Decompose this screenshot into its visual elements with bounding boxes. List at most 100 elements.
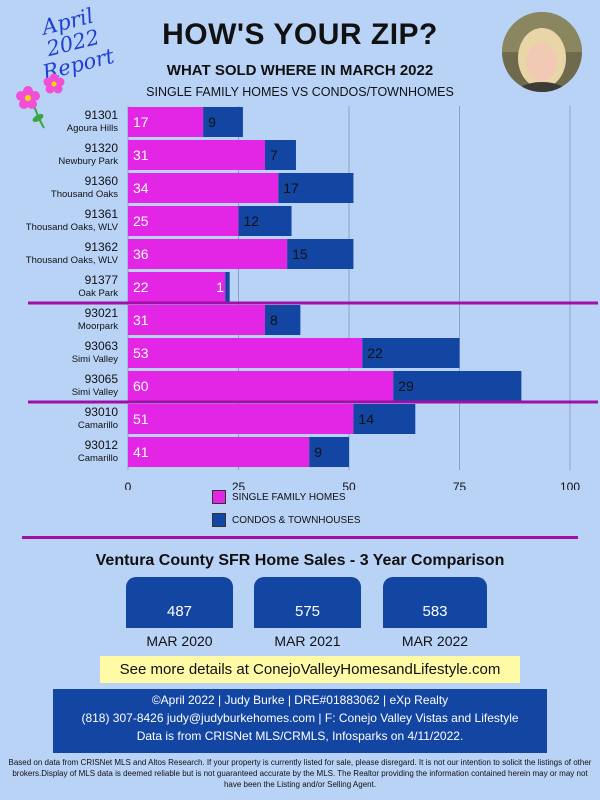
label-sfh-93021: 31 [133, 312, 149, 328]
contact-footer: ©April 2022 | Judy Burke | DRE#01883062 … [53, 689, 547, 753]
label-condo-91377: 1 [216, 279, 224, 295]
zip-label-91377: 91377 [85, 273, 119, 287]
comparison-value-2022: 583 [422, 603, 448, 620]
bar-condo-93012 [309, 437, 349, 467]
comparison-label-2020: MAR 2020 [146, 633, 213, 649]
city-label-93012: Camarillo [78, 453, 118, 464]
city-label-91301: Agoura Hills [67, 123, 118, 134]
bar-sfh-93065 [128, 371, 394, 401]
x-tick-75: 75 [453, 480, 467, 490]
comparison-label-2022: MAR 2022 [401, 633, 469, 649]
section-divider [22, 536, 578, 539]
city-label-91360: Thousand Oaks [51, 189, 118, 200]
chart-caption: SINGLE FAMILY HOMES VS CONDOS/TOWNHOMES [146, 85, 454, 99]
bar-condo-91320 [265, 140, 296, 170]
city-label-91377: Oak Park [78, 288, 118, 299]
city-label-91361: Thousand Oaks, WLV [26, 222, 119, 233]
x-tick-25: 25 [232, 480, 246, 490]
zip-label-91361: 91361 [85, 207, 119, 221]
legend-swatch-condo [212, 513, 226, 527]
legend-swatch-sfh [212, 490, 226, 504]
label-sfh-91320: 31 [133, 147, 149, 163]
flowers-icon [16, 73, 65, 129]
comparison-title: Ventura County SFR Home Sales - 3 Year C… [95, 552, 505, 569]
page-subtitle: WHAT SOLD WHERE IN MARCH 2022 [166, 62, 434, 79]
group-dividers [28, 301, 598, 404]
label-sfh-93063: 53 [133, 345, 149, 361]
label-sfh-91361: 25 [133, 213, 149, 229]
footer-line-3: Data is from CRISNet MLS/CRMLS, Infospar… [136, 729, 464, 743]
bar-sfh-91320 [128, 140, 266, 170]
comparison-card-2020: 487 [126, 577, 233, 628]
label-sfh-91377: 22 [133, 279, 149, 295]
bar-condo-91360 [278, 173, 354, 203]
zip-label-93021: 93021 [85, 306, 119, 320]
city-label-93021: Moorpark [78, 321, 118, 332]
label-condo-93065: 29 [398, 378, 414, 394]
zip-label-93065: 93065 [85, 372, 119, 386]
bar-condo-91301 [203, 107, 243, 137]
label-sfh-91360: 34 [133, 180, 149, 196]
zip-label-91320: 91320 [85, 141, 119, 155]
label-condo-91361: 12 [244, 213, 260, 229]
city-label-91362: Thousand Oaks, WLV [26, 255, 119, 266]
bar-sfh-93010 [128, 404, 354, 434]
disclaimer: Based on data from CRISNet MLS and Altos… [8, 758, 592, 789]
label-condo-93010: 14 [358, 411, 374, 427]
label-sfh-93065: 60 [133, 378, 149, 394]
x-axis-ticks: 0 25 50 75 100 [125, 480, 581, 490]
bar-condo-91361 [238, 206, 292, 236]
zip-label-91301: 91301 [85, 108, 119, 122]
bar-sfh-91361 [128, 206, 239, 236]
city-label-91320: Newbury Park [58, 156, 118, 167]
website-link[interactable]: See more details at ConejoValleyHomesand… [100, 656, 520, 683]
label-condo-91320: 7 [270, 147, 278, 163]
comparison-label-2021: MAR 2021 [274, 633, 341, 649]
bar-condo-91377 [225, 272, 230, 302]
label-sfh-93012: 41 [133, 444, 149, 460]
label-condo-91360: 17 [283, 180, 299, 196]
label-sfh-91301: 17 [133, 114, 149, 130]
label-condo-93063: 22 [367, 345, 383, 361]
label-sfh-91362: 36 [133, 246, 149, 262]
bar-sfh-91362 [128, 239, 288, 269]
x-tick-0: 0 [125, 480, 132, 490]
label-sfh-93010: 51 [133, 411, 149, 427]
bar-series: 17 9 31 7 34 17 25 12 36 15 22 1 31 8 53 22 60 29 51 14 41 9 [128, 107, 522, 467]
bar-condo-93063 [362, 338, 460, 368]
comparison-value-2021: 575 [294, 603, 321, 620]
legend-item-condo: CONDOS & TOWNHOUSES [212, 513, 361, 527]
city-label-93065: Simi Valley [72, 387, 119, 398]
bar-sfh-91301 [128, 107, 204, 137]
bar-condo-93010 [353, 404, 416, 434]
legend-label-sfh: SINGLE FAMILY HOMES [232, 491, 346, 503]
label-condo-93021: 8 [270, 312, 278, 328]
page-title: HOW'S YOUR ZIP? [162, 18, 438, 51]
comparison-card-2021: 575 [254, 577, 361, 628]
bar-condo-91362 [287, 239, 354, 269]
label-condo-93012: 9 [314, 444, 322, 460]
legend-item-sfh: SINGLE FAMILY HOMES [212, 490, 361, 504]
bar-sfh-93012 [128, 437, 310, 467]
bar-sfh-93063 [128, 338, 363, 368]
bar-sfh-91360 [128, 173, 279, 203]
agent-avatar [502, 12, 582, 92]
bar-sfh-91377 [128, 272, 226, 302]
footer-line-1: ©April 2022 | Judy Burke | DRE#01883062 … [151, 693, 449, 707]
bar-condo-93021 [265, 305, 301, 335]
bar-sfh-93021 [128, 305, 266, 335]
bar-condo-93065 [393, 371, 522, 401]
zip-label-91360: 91360 [85, 174, 119, 188]
label-condo-91362: 15 [292, 246, 308, 262]
city-label-93063: Simi Valley [72, 354, 119, 365]
comparison-card-2022: 583 [383, 577, 487, 628]
city-label-93010: Camarillo [78, 420, 118, 431]
comparison-value-2020: 487 [166, 603, 193, 620]
footer-line-2: (818) 307-8426 judy@judyburkehomes.com |… [81, 711, 519, 725]
x-tick-100: 100 [560, 480, 580, 490]
label-condo-91301: 9 [208, 114, 216, 130]
zip-label-93063: 93063 [85, 339, 119, 353]
zip-label-93012: 93012 [85, 438, 119, 452]
